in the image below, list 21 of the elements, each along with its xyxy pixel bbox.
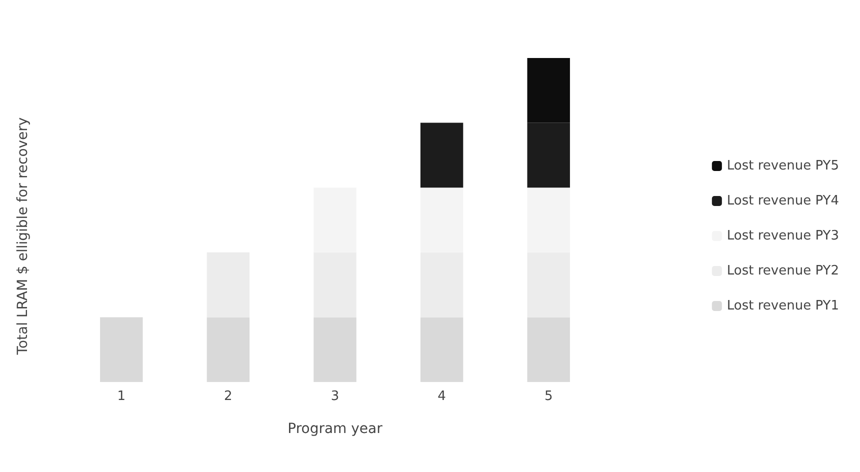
bar — [314, 317, 356, 382]
x-tick-label: 4 — [438, 389, 446, 404]
bar — [100, 317, 143, 382]
y-axis-title: Total LRAM $ elligible for recovery — [15, 117, 31, 356]
legend-label: Lost revenue PY4 — [726, 194, 839, 208]
bar — [420, 317, 464, 382]
legend-label: Lost revenue PY3 — [726, 228, 839, 244]
bar — [527, 317, 570, 382]
x-tick-label: 5 — [544, 389, 553, 404]
legend-label: Lost revenue PY1 — [726, 298, 839, 314]
x-tick-label: 1 — [117, 389, 126, 404]
bar — [420, 122, 464, 188]
bar — [206, 252, 250, 318]
x-tick-label: 2 — [224, 389, 232, 404]
bar — [527, 58, 570, 123]
legend-label: Lost revenue PY5 — [726, 158, 839, 174]
bar — [206, 317, 250, 382]
x-tick-label: 3 — [330, 389, 340, 404]
x-axis-title: Program year — [288, 421, 383, 437]
legend-label: Lost revenue PY2 — [726, 264, 839, 278]
bar — [527, 122, 570, 188]
